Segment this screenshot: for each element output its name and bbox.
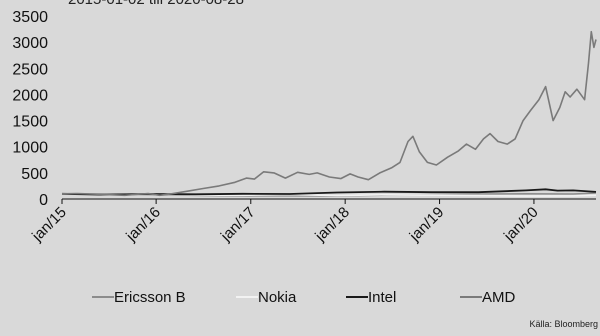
plot-area [61, 30, 597, 197]
legend: Ericsson B Nokia Intel AMD [92, 289, 516, 306]
legend-label: Intel [368, 289, 396, 306]
y-tick-label: 3000 [12, 35, 48, 52]
y-tick-label: 1500 [12, 114, 48, 131]
x-tick-label: jan/16 [122, 204, 164, 246]
y-tick-label: 1000 [12, 140, 48, 157]
series-line-amd [61, 30, 597, 197]
x-tick-label: jan/15 [28, 204, 70, 246]
legend-label: Ericsson B [114, 289, 186, 306]
legend-label: Nokia [258, 289, 297, 306]
legend-label: AMD [482, 289, 516, 306]
y-tick-label: 500 [21, 166, 48, 183]
x-tick-label: jan/17 [217, 204, 259, 246]
y-axis: 0 500 1000 1500 2000 2500 3000 3500 [12, 9, 48, 209]
x-tick-label: jan/20 [500, 204, 542, 246]
x-tick-label: jan/18 [311, 204, 353, 246]
x-axis: jan/15 jan/16 jan/17 jan/18 jan/19 jan/20 [28, 198, 596, 246]
y-tick-label: 2000 [12, 87, 48, 104]
x-tick-label: jan/19 [406, 204, 448, 246]
y-tick-label: 2500 [12, 61, 48, 78]
source-note: Källa: Bloomberg [529, 319, 598, 329]
chart-subtitle: 2015-01-02 till 2020-08-28 [68, 0, 244, 8]
y-tick-label: 3500 [12, 9, 48, 26]
y-tick-label: 0 [39, 192, 48, 209]
